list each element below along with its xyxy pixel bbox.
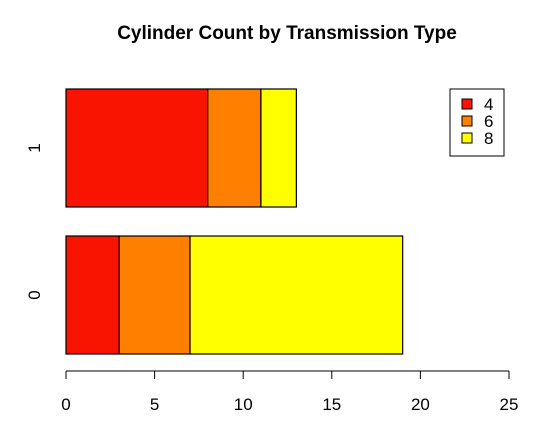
legend-swatch-4 <box>461 98 473 110</box>
x-axis: 0 5 10 15 20 25 <box>61 370 519 414</box>
bar-segment-0-6 <box>118 235 191 355</box>
category-labels: 01 <box>25 143 44 299</box>
legend-label-6: 6 <box>484 112 493 131</box>
legend-label-4: 4 <box>484 95 493 114</box>
legend-box <box>449 88 505 157</box>
bar-segment-0-4 <box>65 235 120 355</box>
category-label-0: 0 <box>25 290 44 299</box>
legend-swatch-8 <box>461 132 473 144</box>
legend-label-8: 8 <box>484 129 493 148</box>
x-tick-label-0: 0 <box>61 395 70 414</box>
legend-swatch-6 <box>461 115 473 127</box>
category-label-1: 1 <box>25 143 44 152</box>
x-tick-label-20: 20 <box>411 395 430 414</box>
bars <box>65 88 404 355</box>
bar-segment-0-8 <box>189 235 404 355</box>
bar-segment-1-6 <box>207 88 262 208</box>
chart-title: Cylinder Count by Transmission Type <box>117 23 457 44</box>
x-tick-label-15: 15 <box>322 395 341 414</box>
bar-segment-1-8 <box>260 88 297 208</box>
x-tick-label-10: 10 <box>234 395 253 414</box>
legend: 468 <box>449 88 505 157</box>
x-tick-label-5: 5 <box>150 395 159 414</box>
bar-segment-1-4 <box>65 88 209 208</box>
x-tick-label-25: 25 <box>500 395 519 414</box>
